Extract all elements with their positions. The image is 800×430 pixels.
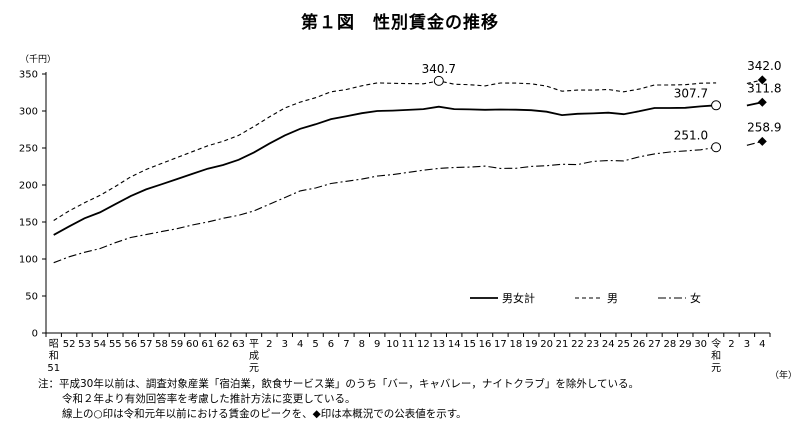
x-tick-label: 61 bbox=[201, 339, 214, 350]
peak-circle-marker bbox=[711, 100, 722, 111]
data-label: 258.9 bbox=[747, 120, 781, 134]
x-tick-label: 14 bbox=[448, 339, 461, 350]
data-label: 340.7 bbox=[422, 62, 456, 76]
y-tick-label: 50 bbox=[25, 292, 38, 303]
y-axis-unit-label: （千円） bbox=[20, 55, 57, 65]
published-diamond-marker bbox=[757, 75, 767, 85]
y-tick-label: 300 bbox=[19, 107, 38, 118]
x-tick-label: 29 bbox=[679, 339, 692, 350]
x-tick-label: 9 bbox=[374, 339, 380, 350]
legend-label: 男女計 bbox=[502, 291, 535, 305]
x-tick-label: 3 bbox=[744, 339, 750, 350]
x-tick-label: 5 bbox=[312, 339, 318, 350]
y-tick-label: 350 bbox=[19, 70, 38, 81]
series-line-2-segment-2 bbox=[746, 79, 763, 85]
x-tick-label: 58 bbox=[155, 339, 168, 350]
x-tick-label: 2 bbox=[728, 339, 734, 350]
x-tick-label: 60 bbox=[186, 339, 199, 350]
x-tick-label: 15 bbox=[463, 339, 476, 350]
x-tick-label: 3 bbox=[282, 339, 288, 350]
x-tick-label: 8 bbox=[359, 339, 365, 350]
x-tick-label: 2 bbox=[266, 339, 272, 350]
published-diamond-marker bbox=[757, 136, 767, 146]
x-tick-label: 55 bbox=[109, 339, 122, 350]
x-tick-label: 昭和 51 bbox=[47, 338, 60, 374]
x-tick-label: 28 bbox=[664, 339, 677, 350]
peak-circle-marker bbox=[711, 142, 722, 153]
note-line-3: 線上の○印は令和元年以前における賃金のピークを、◆印は本概況での公表値を示す。 bbox=[62, 408, 467, 420]
legend-label: 女 bbox=[690, 291, 701, 305]
x-tick-label: 52 bbox=[63, 339, 76, 350]
data-label: 307.7 bbox=[674, 86, 708, 100]
series-line-3-segment-2 bbox=[746, 140, 763, 146]
x-tick-label: 6 bbox=[328, 339, 334, 350]
x-tick-label: 16 bbox=[479, 339, 492, 350]
y-tick-label: 100 bbox=[19, 255, 38, 266]
x-tick-label: 22 bbox=[571, 339, 584, 350]
x-tick-label: 10 bbox=[386, 339, 399, 350]
chart-notes: 注：平成30年以前は、調査対象産業「宿泊業，飲食サービス業」のうち「バー，キャバ… bbox=[38, 377, 639, 422]
x-tick-label: 27 bbox=[648, 339, 661, 350]
data-label: 342.0 bbox=[747, 59, 781, 73]
x-tick-label: 56 bbox=[124, 339, 137, 350]
x-tick-label: 令和元 bbox=[711, 337, 721, 374]
y-tick-label: 250 bbox=[19, 144, 38, 155]
x-tick-label: 62 bbox=[217, 339, 230, 350]
x-tick-label: 54 bbox=[94, 339, 107, 350]
published-diamond-marker bbox=[757, 97, 767, 107]
x-tick-label: 4 bbox=[759, 339, 765, 350]
x-tick-label: 24 bbox=[602, 339, 615, 350]
series-line-1-segment-1 bbox=[53, 104, 717, 236]
x-tick-label: 21 bbox=[556, 339, 569, 350]
x-tick-label: 57 bbox=[140, 339, 153, 350]
x-tick-label: 23 bbox=[586, 339, 599, 350]
x-tick-label: 12 bbox=[417, 339, 430, 350]
series-line-3-segment-1 bbox=[53, 146, 717, 264]
note-line-2: 令和２年より有効回答率を考慮した推計方法に変更している。 bbox=[62, 393, 356, 405]
y-tick-label: 150 bbox=[19, 218, 38, 229]
data-label: 311.8 bbox=[747, 81, 781, 95]
x-tick-label: 18 bbox=[509, 339, 522, 350]
legend-label: 男 bbox=[607, 292, 618, 305]
x-tick-label: 20 bbox=[540, 339, 553, 350]
x-tick-label: 53 bbox=[78, 339, 91, 350]
y-tick-label: 200 bbox=[19, 181, 38, 192]
chart-title: 第１図 性別賃金の推移 bbox=[301, 13, 499, 33]
x-tick-label: 19 bbox=[525, 339, 538, 350]
x-tick-label: 25 bbox=[617, 339, 630, 350]
x-tick-label: 17 bbox=[494, 339, 507, 350]
x-tick-label: 7 bbox=[343, 339, 349, 350]
series-line-2-segment-1 bbox=[53, 80, 717, 221]
data-label: 251.0 bbox=[674, 128, 708, 142]
y-tick-label: 0 bbox=[32, 329, 38, 340]
x-tick-label: 26 bbox=[633, 339, 646, 350]
x-tick-label: 11 bbox=[402, 339, 415, 350]
x-tick-label: 59 bbox=[171, 339, 184, 350]
x-tick-label: 30 bbox=[694, 339, 707, 350]
x-tick-label: 63 bbox=[232, 339, 245, 350]
x-tick-label: 平成元 bbox=[249, 339, 259, 374]
x-tick-label: 13 bbox=[432, 339, 445, 350]
note-line-1: 注：平成30年以前は、調査対象産業「宿泊業，飲食サービス業」のうち「バー，キャバ… bbox=[38, 378, 640, 390]
x-tick-label: 4 bbox=[297, 339, 303, 350]
peak-circle-marker bbox=[433, 75, 444, 86]
x-axis-unit-label: （年） bbox=[770, 371, 798, 381]
